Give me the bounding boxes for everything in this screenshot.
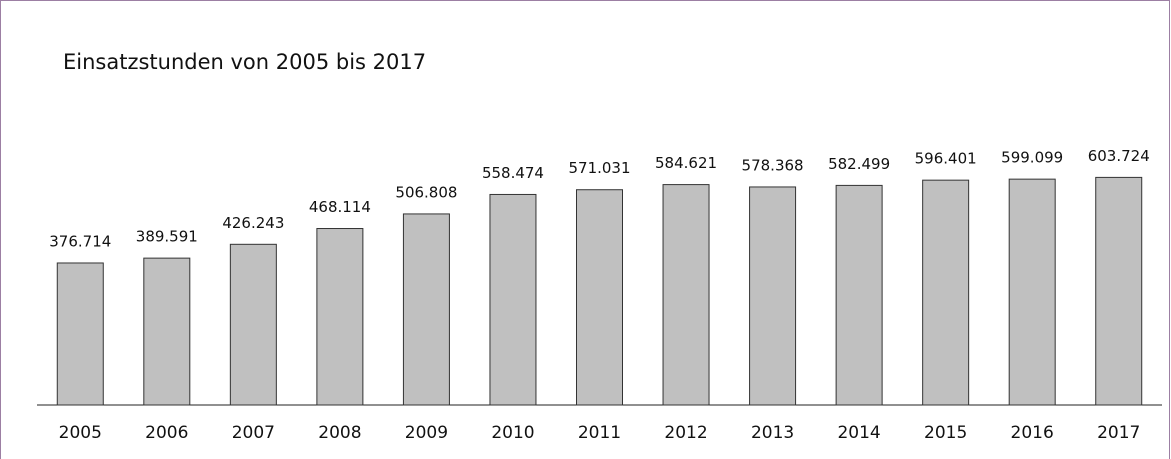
x-tick-label: 2007	[232, 423, 275, 443]
bar	[922, 179, 970, 406]
chart-title: Einsatzstunden von 2005 bis 2017	[63, 50, 426, 74]
bar	[229, 243, 277, 406]
value-label: 376.714	[49, 232, 111, 250]
x-tick-label: 2017	[1097, 423, 1140, 443]
value-label: 571.031	[568, 159, 630, 177]
x-tick-label: 2016	[1011, 423, 1054, 443]
value-label: 584.621	[655, 154, 717, 172]
x-tick-label: 2012	[664, 423, 707, 443]
bar	[143, 257, 191, 406]
x-tick-label: 2008	[318, 423, 361, 443]
value-label: 596.401	[915, 150, 977, 168]
value-label: 582.499	[828, 155, 890, 173]
bar	[576, 189, 623, 406]
bar	[316, 228, 364, 406]
x-tick-label: 2011	[578, 423, 621, 443]
value-label: 426.243	[222, 214, 284, 232]
value-label: 558.474	[482, 164, 544, 182]
value-label: 468.114	[309, 198, 371, 216]
x-tick-label: 2009	[405, 423, 448, 443]
bar	[662, 184, 710, 406]
value-label: 389.591	[136, 228, 198, 246]
bar	[1008, 178, 1056, 406]
value-label: 599.099	[1001, 149, 1063, 167]
bar	[1095, 176, 1143, 406]
x-tick-label: 2006	[145, 423, 188, 443]
bar	[749, 186, 797, 406]
value-label: 578.368	[742, 156, 804, 174]
x-tick-label: 2014	[837, 423, 880, 443]
bar	[489, 193, 537, 406]
bar	[402, 213, 450, 406]
x-tick-label: 2013	[751, 423, 794, 443]
x-tick-label: 2005	[59, 423, 102, 443]
bar	[56, 262, 104, 406]
x-tick-label: 2015	[924, 423, 967, 443]
value-label: 603.724	[1088, 147, 1150, 165]
value-label: 506.808	[395, 183, 457, 201]
x-tick-label: 2010	[491, 423, 534, 443]
bar	[835, 184, 883, 406]
